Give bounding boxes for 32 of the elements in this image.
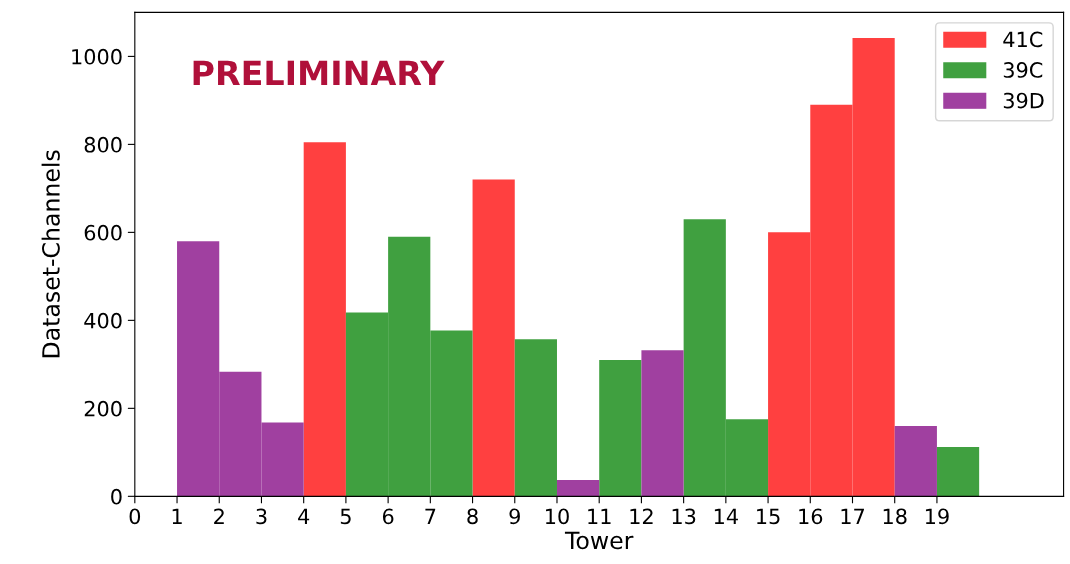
- x-tick-label: 8: [467, 508, 478, 525]
- legend-label: 41C: [1003, 31, 1043, 48]
- y-tick-label: 200: [84, 400, 122, 417]
- x-tick-label: 10: [546, 508, 569, 525]
- x-tick-label: 16: [799, 508, 823, 525]
- y-tick-label: 400: [84, 312, 122, 329]
- x-tick-label: 3: [256, 508, 267, 525]
- x-tick-label: 11: [588, 508, 611, 524]
- x-tick-label: 15: [757, 508, 780, 525]
- x-tick-label: 12: [630, 508, 653, 524]
- legend-label: 39C: [1003, 62, 1043, 78]
- x-tick-label: 18: [883, 508, 907, 525]
- legend-label: 39D: [1003, 92, 1044, 109]
- x-tick-label: 19: [925, 508, 949, 525]
- y-tick-label: 600: [84, 224, 122, 241]
- x-tick-label: 9: [509, 508, 520, 525]
- x-tick-label: 0: [129, 508, 141, 525]
- x-tick-label: 2: [214, 508, 224, 524]
- x-tick-label: 5: [340, 508, 351, 525]
- x-tick-label: 17: [841, 508, 864, 524]
- x-tick-label: 4: [298, 508, 310, 524]
- annotation: PRELIMINARY: [193, 60, 445, 85]
- x-tick-label: 1: [172, 508, 182, 524]
- y-tick-label: 800: [84, 136, 122, 153]
- y-tick-label: 1000: [72, 48, 122, 65]
- x-tick-label: 6: [382, 508, 394, 525]
- x-tick-label: 14: [714, 508, 738, 524]
- x-tick-label: 13: [672, 508, 696, 525]
- y-tick-label: 0: [111, 488, 122, 505]
- y-axis-title: Dataset-Channels: [41, 150, 60, 358]
- x-axis-title: Tower: [564, 531, 634, 550]
- x-tick-label: 7: [425, 508, 436, 524]
